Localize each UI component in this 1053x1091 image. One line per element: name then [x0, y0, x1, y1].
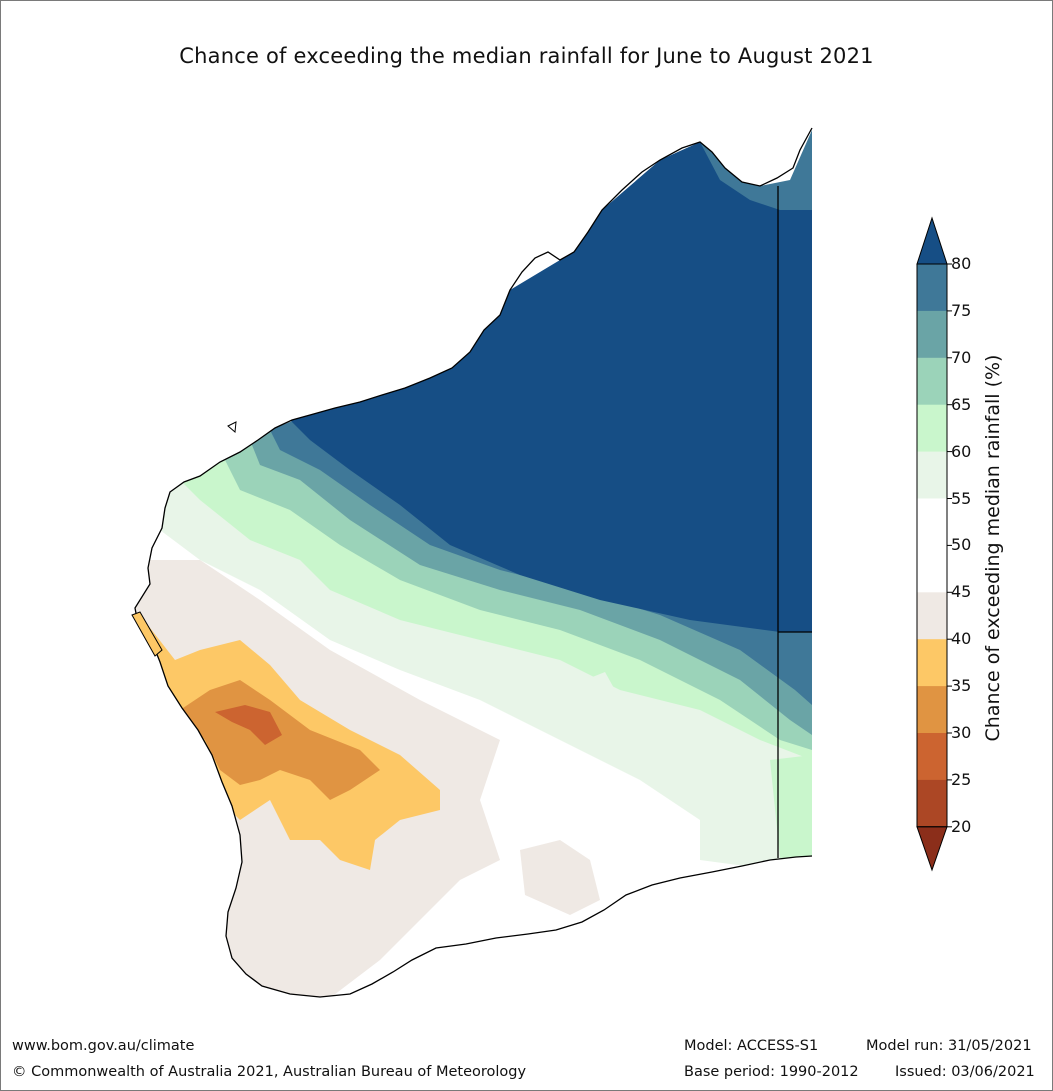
website-link[interactable]: www.bom.gov.au/climate: [12, 1038, 195, 1054]
colorbar-tick-label: 35: [951, 676, 972, 696]
colorbar-tick-label: 25: [951, 769, 972, 789]
colorbar-tick-label: 40: [951, 629, 972, 649]
colorbar-bin-60-65: [917, 404, 947, 453]
coastline: [134, 127, 813, 998]
colorbar-over-triangle: [916, 216, 948, 265]
colorbar-under-triangle: [916, 826, 948, 872]
contour-over-80: [290, 142, 812, 632]
colorbar: [916, 216, 952, 872]
colorbar-tick-label: 60: [951, 441, 972, 461]
colorbar-bin-55-60: [917, 451, 947, 499]
map-title: Chance of exceeding the median rainfall …: [179, 44, 874, 68]
colorbar-tick-label: 55: [951, 488, 972, 508]
issued-date: Issued: 03/06/2021: [895, 1064, 1035, 1080]
contour-25-30: [215, 705, 282, 745]
colorbar-tick-label: 30: [951, 723, 972, 742]
colorbar-tick-label: 80: [951, 254, 972, 273]
base-period: Base period: 1990-2012: [684, 1064, 859, 1080]
colorbar-bin-20-25: [917, 779, 947, 828]
colorbar-tick-label: 65: [951, 394, 972, 414]
colorbar-tick-label: 45: [951, 582, 972, 602]
model-run-date: Model run: 31/05/2021: [866, 1038, 1032, 1054]
colorbar-bin-30-35: [917, 686, 947, 734]
colorbar-tick-label: 75: [951, 300, 972, 320]
colorbar-bin-25-30: [917, 733, 947, 781]
colorbar-bin-65-70: [917, 357, 947, 406]
model-name: Model: ACCESS-S1: [684, 1038, 819, 1054]
colorbar-bin-40-45: [917, 592, 947, 640]
copyright-notice: © Commonwealth of Australia 2021, Austra…: [12, 1064, 527, 1080]
probability-contours: [135, 130, 812, 997]
colorbar-bin-35-40: [917, 639, 947, 687]
colorbar-tick-label: 50: [951, 535, 972, 555]
colorbar-bin-75-80: [917, 264, 947, 312]
colorbar-bin-45-50: [917, 545, 947, 593]
colorbar-label: Chance of exceeding median rainfall (%): [982, 354, 1004, 742]
colorbar-tick-label: 20: [951, 816, 972, 836]
colorbar-bin-50-55: [917, 498, 947, 546]
colorbar-bin-70-75: [917, 310, 947, 359]
island: [131, 611, 163, 657]
colorbar-tick-label: 70: [951, 347, 972, 367]
island: [227, 421, 237, 434]
